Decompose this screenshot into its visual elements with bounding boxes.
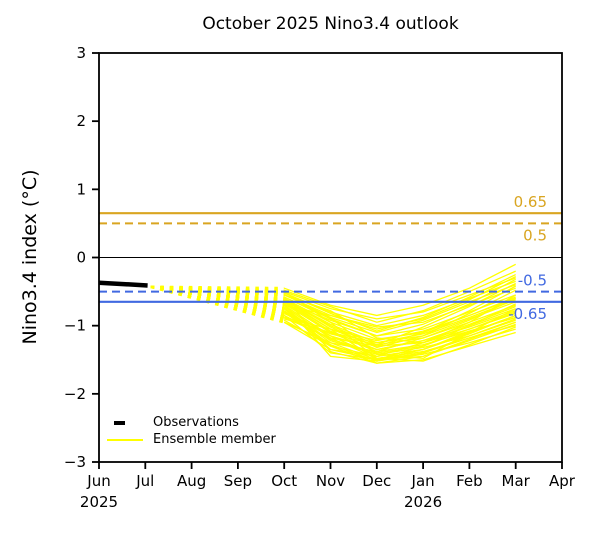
y-tick-label: 0 xyxy=(76,249,86,267)
x-tick-label: Oct xyxy=(271,472,297,490)
ensemble-member-line xyxy=(283,278,517,337)
legend-label-ensemble: Ensemble member xyxy=(153,432,276,447)
ensemble-line-swatch xyxy=(107,431,153,448)
observations-line xyxy=(98,280,148,288)
reference-label--0.65: -0.65 xyxy=(508,305,547,323)
ensemble-member-connector xyxy=(150,285,285,324)
x-tick-label: Mar xyxy=(502,472,531,490)
x-year-label: 2025 xyxy=(80,493,118,511)
chart-title: October 2025 Nino3.4 outlook xyxy=(202,14,459,34)
legend: Observations Ensemble member xyxy=(107,414,276,448)
ensemble-member-line xyxy=(283,273,516,332)
ensemble-member-connector xyxy=(150,285,285,302)
ensemble-member-line xyxy=(283,270,516,323)
x-tick-label: Apr xyxy=(549,472,576,490)
ensemble-member-line xyxy=(283,289,516,349)
ensemble-member-connector xyxy=(150,285,285,314)
ensemble-member-line xyxy=(283,297,516,353)
legend-label-observations: Observations xyxy=(153,415,239,430)
reference-label-0.5: 0.5 xyxy=(523,226,547,244)
y-tick-label: 1 xyxy=(76,180,86,198)
y-tick-label: −3 xyxy=(64,453,86,471)
legend-item-observations: Observations xyxy=(107,414,276,431)
ensemble-member-line xyxy=(283,303,516,362)
x-tick-label: Dec xyxy=(362,472,391,490)
x-tick-label: Feb xyxy=(456,472,483,490)
y-tick-label: −2 xyxy=(64,385,86,403)
reference-label--0.5: -0.5 xyxy=(518,272,547,290)
ensemble-member-line xyxy=(283,285,517,347)
ensemble-member-line xyxy=(283,311,516,364)
x-tick-label: Nov xyxy=(316,472,345,490)
ensemble-member-line xyxy=(283,294,517,344)
x-tick-label: Jan xyxy=(411,472,435,490)
x-tick-label: Sep xyxy=(224,472,252,490)
x-tick-label: Jul xyxy=(135,472,154,490)
reference-label-0.65: 0.65 xyxy=(514,193,547,211)
ensemble-member-line xyxy=(283,299,516,361)
x-tick-label: Jun xyxy=(86,472,110,490)
ensemble-member-connector xyxy=(150,285,285,310)
ensemble-member-line xyxy=(283,299,516,344)
ensemble-member-line xyxy=(283,308,516,358)
observations-line-swatch xyxy=(107,414,153,431)
y-tick-label: 2 xyxy=(76,112,86,130)
x-tick-label: Aug xyxy=(177,472,206,490)
y-tick-label: −1 xyxy=(64,317,86,335)
y-tick-label: 3 xyxy=(76,44,86,62)
x-year-label: 2026 xyxy=(404,493,442,511)
legend-item-ensemble: Ensemble member xyxy=(107,431,276,448)
